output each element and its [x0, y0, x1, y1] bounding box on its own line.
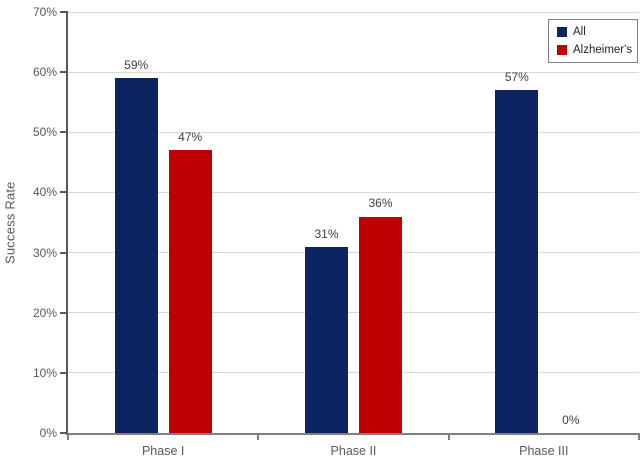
gridline: [68, 131, 639, 133]
y-axis-tick: [60, 311, 68, 314]
legend-label: Alzheimer's: [573, 44, 633, 56]
y-axis-tick: [60, 131, 68, 134]
y-tick-label: 30%: [32, 245, 57, 260]
y-axis-tick: [60, 71, 68, 74]
y-tick-label: 40%: [32, 185, 57, 200]
legend-item: All: [557, 26, 637, 38]
bar-data-label: 31%: [314, 226, 339, 241]
y-axis-tick: [60, 191, 68, 194]
category-label: Phase II: [330, 444, 377, 458]
y-axis-tick: [60, 251, 68, 254]
legend-item: Alzheimer's: [557, 44, 637, 56]
category-label: Phase III: [519, 444, 569, 458]
bar-data-label: 57%: [504, 70, 529, 85]
x-axis-tick: [638, 433, 640, 440]
y-tick-label: 0%: [39, 426, 57, 440]
legend-swatch: [557, 45, 567, 55]
y-tick-label: 60%: [32, 65, 57, 80]
bar-data-label: 0%: [562, 413, 580, 427]
plot-area: 0% 10% 20% 30% 40% 50% 60% 70% Phase I Phase II Ph…: [33, 5, 640, 458]
bar-data-label: 36%: [368, 196, 393, 211]
bar: [168, 150, 212, 433]
legend-label: All: [573, 26, 586, 38]
legend-swatch: [557, 27, 567, 37]
x-axis-tick: [67, 433, 69, 440]
bar-data-label: 59%: [124, 58, 149, 73]
x-axis-tick: [257, 433, 260, 440]
y-axis-tick: [60, 371, 68, 374]
y-axis-tick: [60, 11, 68, 13]
gridline: [68, 372, 639, 374]
x-axis-tick: [447, 433, 450, 440]
category-label: Phase I: [141, 444, 185, 458]
gridline: [68, 252, 639, 254]
y-tick-label: 70%: [32, 5, 57, 19]
bar: [305, 246, 348, 433]
gridline: [68, 71, 639, 73]
bar: [114, 78, 158, 433]
y-tick-label: 50%: [32, 125, 57, 140]
gridline: [68, 11, 639, 13]
y-axis-tick: [60, 432, 68, 434]
legend: All Alzheimer's: [548, 19, 638, 63]
bar: [495, 90, 539, 433]
bar: [359, 216, 402, 433]
y-tick-label: 20%: [32, 305, 57, 320]
gridline: [68, 312, 639, 314]
y-tick-label: 10%: [32, 365, 57, 380]
gridline: [68, 191, 639, 193]
bar-data-label: 47%: [178, 130, 203, 145]
